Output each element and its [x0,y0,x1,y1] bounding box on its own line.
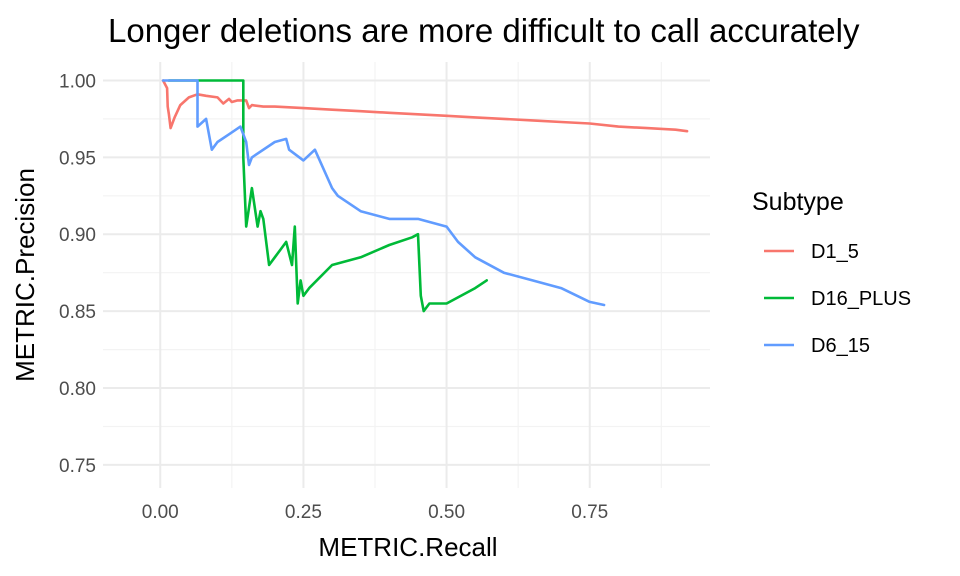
series-line-d6-15 [161,79,606,307]
y-tick-label: 0.95 [59,148,96,169]
y-tick-label: 0.75 [59,456,96,477]
series-layer [161,79,689,313]
y-tick-labels: 0.75 0.80 0.85 0.90 0.95 1.00 [59,71,96,476]
y-tick-label: 0.80 [59,379,96,400]
x-tick-label: 0.75 [571,502,608,523]
legend-title: Subtype [752,188,844,216]
legend-items: D1_5 D16_PLUS D6_15 [764,241,911,357]
y-tick-label: 0.85 [59,302,96,323]
x-tick-label: 0.50 [428,502,465,523]
legend: Subtype D1_5 D16_PLUS D6_15 [752,188,911,357]
x-tick-label: 0.00 [142,502,179,523]
chart-title: Longer deletions are more difficult to c… [108,12,860,49]
x-tick-labels: 0.00 0.25 0.50 0.75 [142,502,608,523]
y-tick-label: 0.90 [59,225,96,246]
plot-panel [103,62,710,488]
y-tick-label: 1.00 [59,71,96,92]
series-line-d16-plus [167,79,488,313]
x-tick-label: 0.25 [285,502,322,523]
legend-label: D6_15 [811,335,870,357]
legend-label: D16_PLUS [811,288,911,310]
legend-item: D16_PLUS [764,288,911,310]
x-axis-title: METRIC.Recall [318,532,497,562]
legend-item: D1_5 [764,241,859,263]
series-line-d1-5 [161,79,689,133]
legend-item: D6_15 [764,335,870,357]
legend-label: D1_5 [811,241,859,263]
grid-minor [103,62,710,488]
y-axis-title: METRIC.Precision [10,168,40,382]
